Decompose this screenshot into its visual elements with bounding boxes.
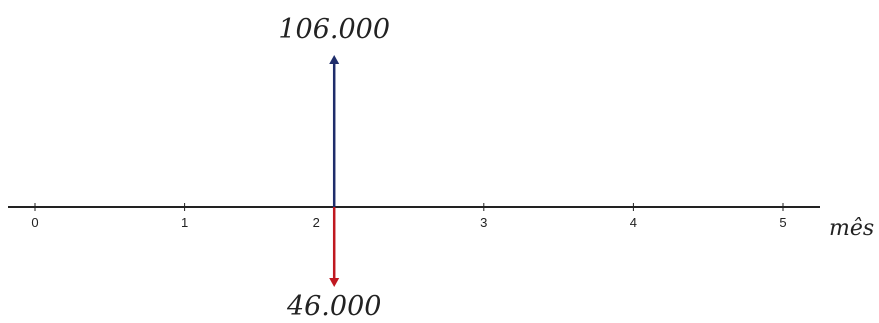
time-axis: mês bbox=[8, 206, 874, 241]
period-label: 3 bbox=[480, 215, 487, 230]
period-label: 1 bbox=[181, 215, 188, 230]
period-label: 5 bbox=[779, 215, 786, 230]
period-label: 0 bbox=[31, 215, 38, 230]
outflow-value-label: 46.000 bbox=[286, 291, 381, 322]
inflow-arrow-head bbox=[329, 55, 340, 64]
cash-flow-arrows: 106.000 46.000 bbox=[278, 14, 390, 322]
outflow-arrow-head bbox=[329, 278, 340, 287]
inflow-value-label: 106.000 bbox=[278, 14, 390, 45]
period-label: 4 bbox=[630, 215, 637, 230]
time-axis-label: mês bbox=[829, 216, 874, 241]
period-label: 2 bbox=[313, 215, 320, 230]
